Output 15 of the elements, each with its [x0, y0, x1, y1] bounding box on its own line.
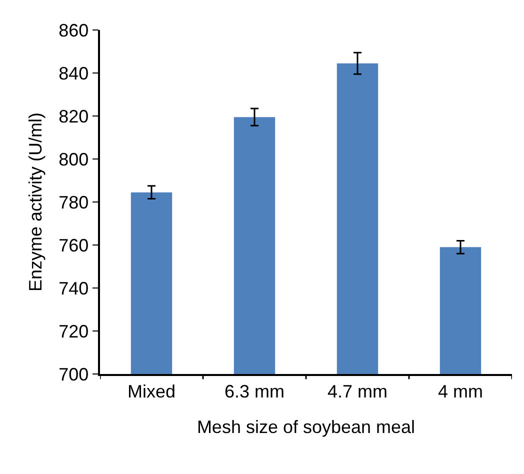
y-tick-label: 780: [58, 192, 89, 212]
y-tick-label: 740: [58, 278, 89, 298]
y-tick-label: 800: [58, 149, 89, 170]
y-axis-title: Enzyme activity (U/ml): [25, 112, 46, 292]
y-tick-label: 720: [58, 321, 89, 342]
x-tick-label: 4.7 mm: [327, 381, 388, 402]
y-tick-label: 840: [58, 63, 89, 84]
x-axis-title: Mesh size of soybean meal: [196, 416, 416, 437]
x-tick-label: 6.3 mm: [224, 381, 285, 402]
x-tick-label: Mixed: [127, 381, 176, 402]
y-tick-label: 760: [58, 235, 89, 256]
x-tick-label: 4 mm: [438, 381, 483, 402]
y-tick-label: 860: [58, 20, 89, 40]
y-tick-label: 820: [58, 106, 89, 126]
y-tick-label: 700: [58, 364, 89, 384]
